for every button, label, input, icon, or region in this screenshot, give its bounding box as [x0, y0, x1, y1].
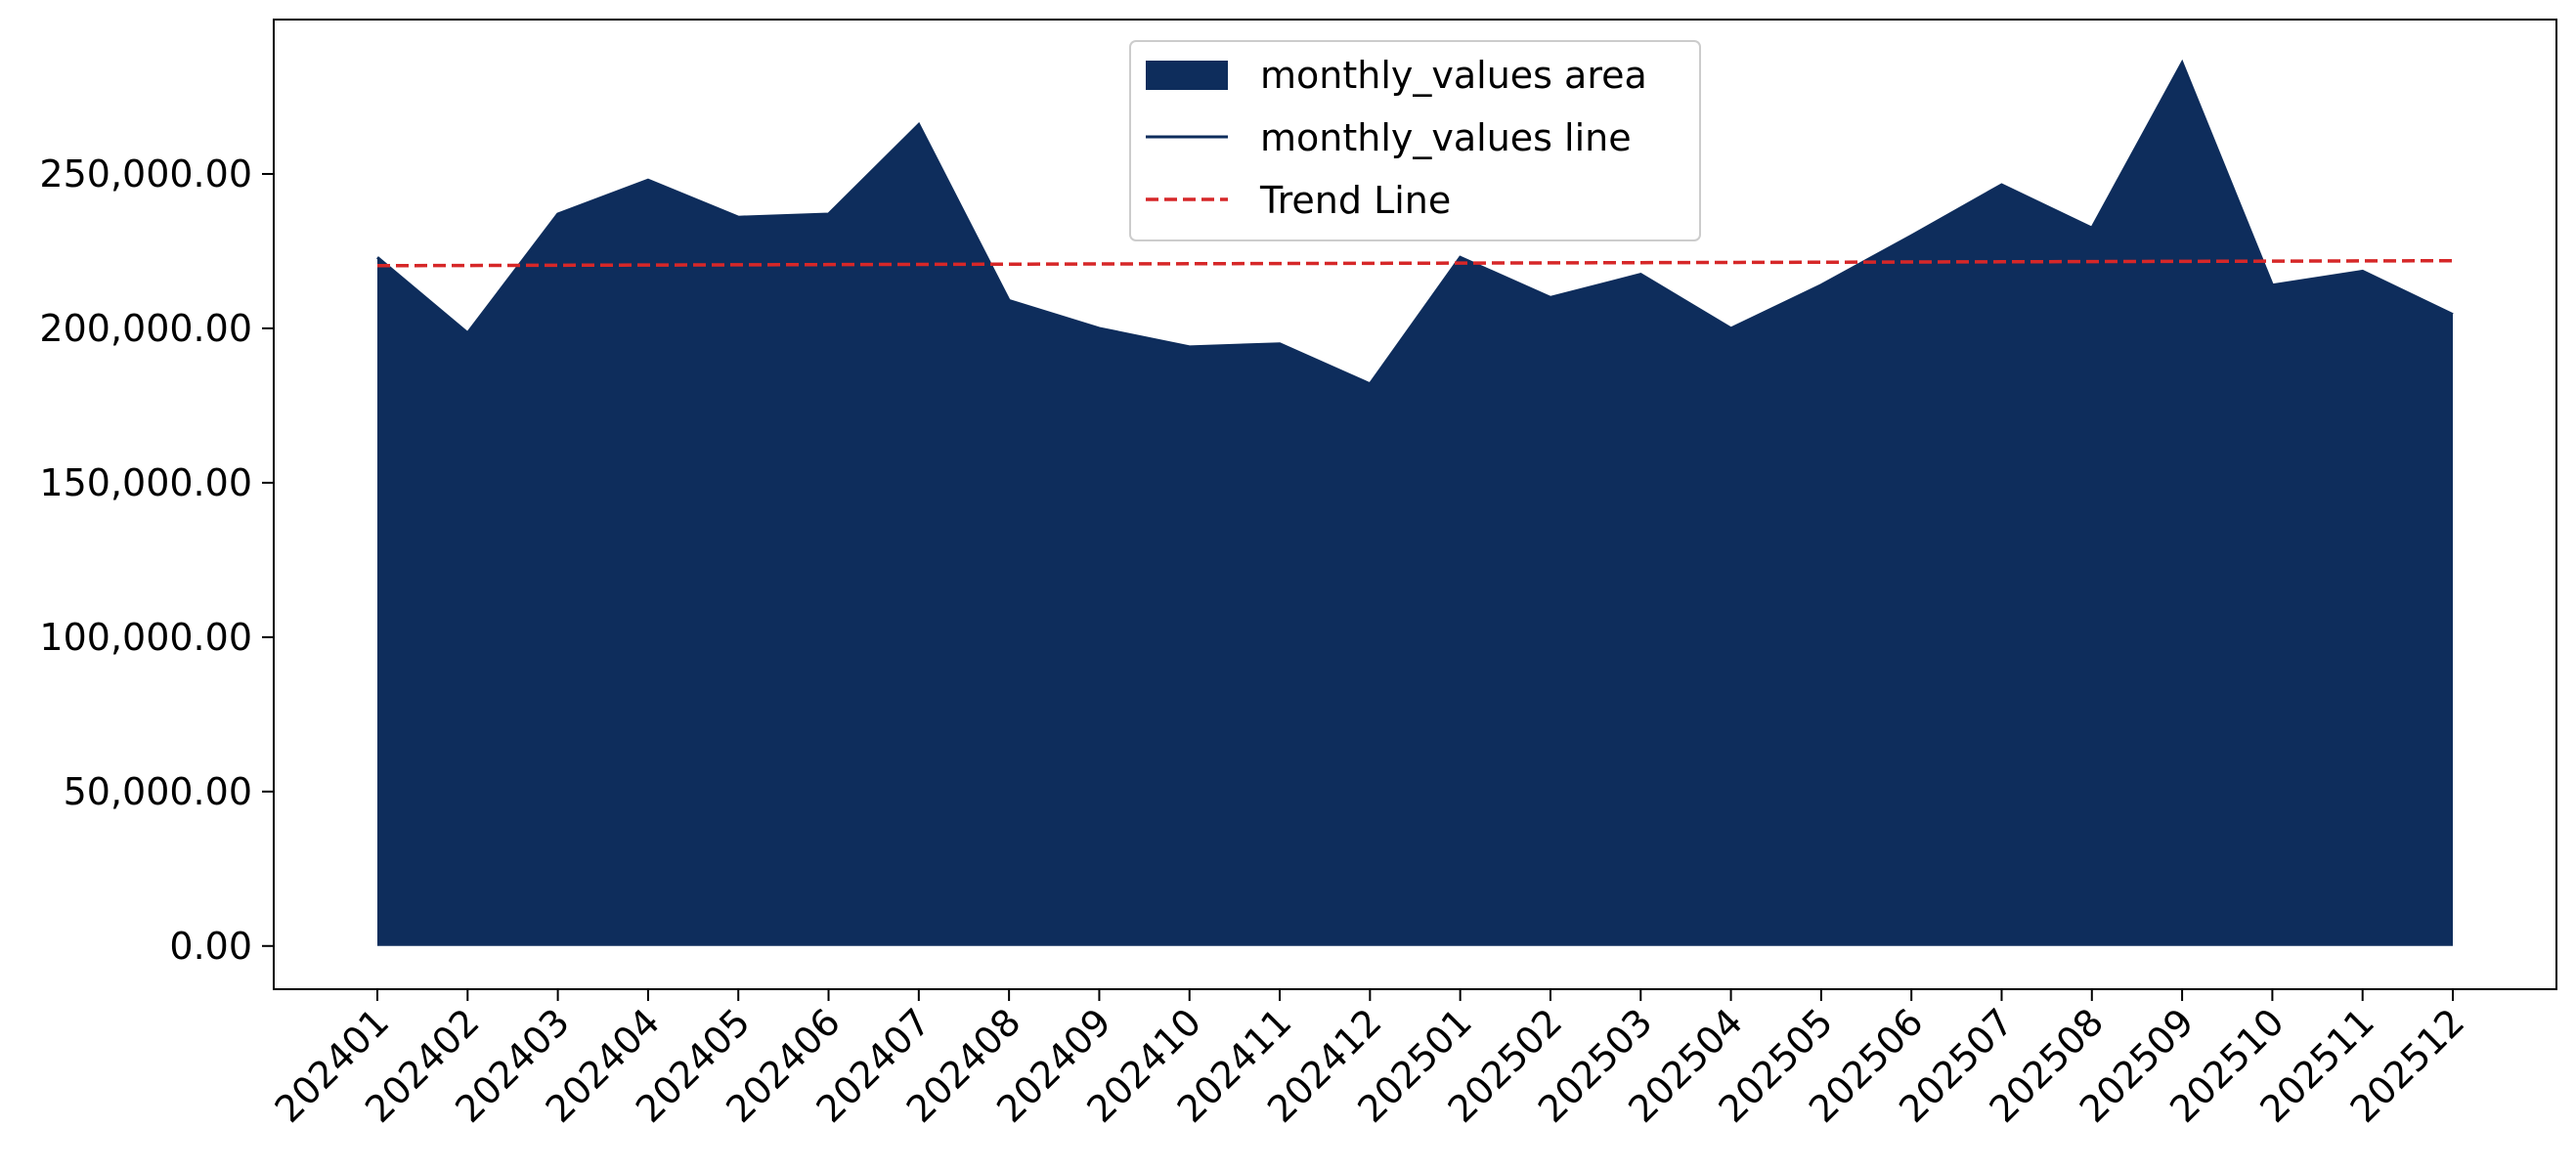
y-axis: 0.00 50,000.00 100,000.00 150,000.00 200,000…: [39, 152, 274, 968]
plot-frame: [273, 19, 2557, 990]
trend-line: [376, 258, 2454, 268]
y-tick-label: 150,000.00: [39, 461, 252, 504]
y-tick-label: 250,000.00: [39, 152, 252, 195]
legend-label-area: monthly_values area: [1260, 54, 1647, 97]
legend-label-trend: Trend Line: [1259, 179, 1451, 222]
series-area-fill: [377, 63, 2453, 946]
legend-frame: [1129, 40, 1701, 241]
legend-swatch-area: [1146, 61, 1228, 90]
plot-area: [376, 59, 2454, 946]
legend-label-line: monthly_values line: [1260, 116, 1632, 159]
legend: monthly_values area monthly_values line …: [1129, 40, 1701, 241]
y-tick-label: 50,000.00: [64, 770, 252, 813]
y-tick-label: 100,000.00: [39, 616, 252, 659]
x-axis: 2024012024022024032024042024052024062024…: [267, 989, 2472, 1131]
y-tick-label: 0.00: [169, 925, 252, 968]
series-line: [376, 59, 2454, 386]
y-tick-label: 200,000.00: [39, 307, 252, 350]
